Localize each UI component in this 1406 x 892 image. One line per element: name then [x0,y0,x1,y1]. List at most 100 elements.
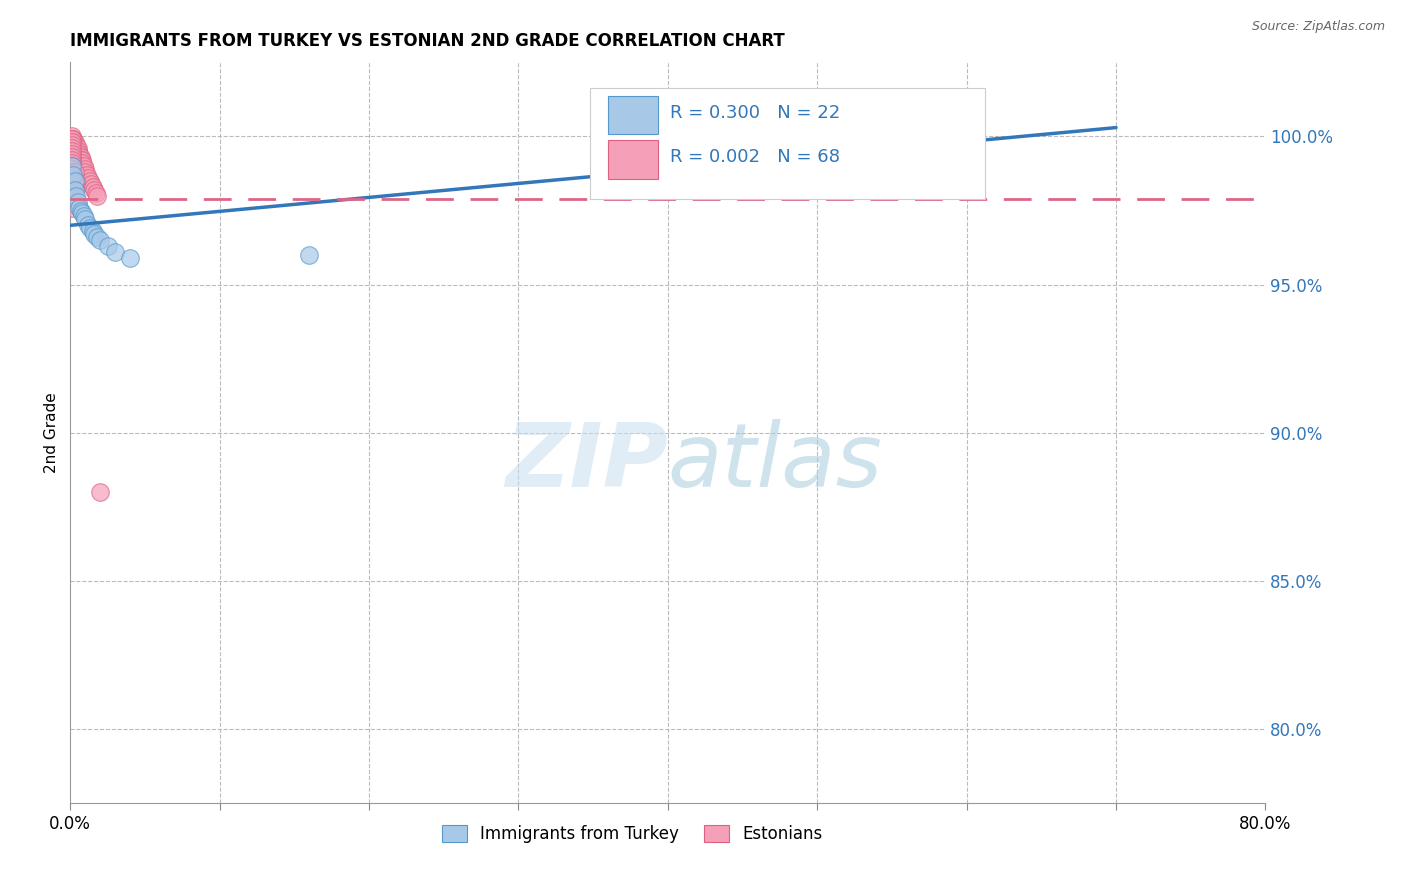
Point [60,141,83,155]
Point [60,153,83,168]
Point [63,136,86,150]
Point [60,138,83,153]
Text: ZIP: ZIP [505,418,668,506]
Point [60,186,83,200]
Point [63,183,86,197]
Point [83,227,105,242]
Point [67,147,90,161]
Point [63,165,86,179]
Point [70,206,93,220]
Point [60,147,83,161]
Point [63,141,86,155]
Point [60,162,83,177]
Point [60,177,83,191]
Point [69,150,91,164]
Point [60,201,83,215]
Point [63,183,86,197]
Point [75,165,97,179]
Text: Source: ZipAtlas.com: Source: ZipAtlas.com [1251,20,1385,33]
Point [67,201,90,215]
Legend: Immigrants from Turkey, Estonians: Immigrants from Turkey, Estonians [434,819,830,850]
Point [89,484,111,499]
Point [82,224,104,238]
Point [60,136,83,150]
Y-axis label: 2nd Grade: 2nd Grade [44,392,59,473]
Point [60,174,83,188]
Point [956,132,979,146]
Point [66,194,89,209]
Point [77,219,100,233]
Point [86,188,108,202]
Point [69,153,91,168]
Point [60,141,83,155]
Point [66,141,89,155]
Point [65,188,87,202]
Point [69,203,91,218]
Point [60,136,83,150]
Point [70,156,93,170]
Point [60,156,83,170]
Point [60,165,83,179]
Point [97,239,120,253]
Point [60,129,83,144]
Point [79,221,101,235]
Point [80,177,103,191]
Text: atlas: atlas [668,419,883,505]
Point [84,186,107,200]
Point [62,138,84,153]
Text: R = 0.002   N = 68: R = 0.002 N = 68 [671,148,841,166]
Point [60,179,83,194]
Point [60,183,83,197]
Point [63,147,86,161]
Point [60,145,83,159]
Point [67,150,90,164]
Point [60,150,83,164]
Point [62,141,84,155]
Point [65,141,87,155]
Point [62,168,84,182]
Point [62,147,84,161]
Point [60,188,83,202]
Point [60,170,83,185]
Point [82,179,104,194]
Point [60,150,83,164]
Point [60,194,83,209]
Point [89,233,111,247]
Point [62,145,84,159]
Point [65,138,87,153]
Point [60,168,83,182]
Point [60,153,83,168]
Text: IMMIGRANTS FROM TURKEY VS ESTONIAN 2ND GRADE CORRELATION CHART: IMMIGRANTS FROM TURKEY VS ESTONIAN 2ND G… [70,32,785,50]
Point [104,244,127,259]
Point [65,145,87,159]
Point [73,210,96,224]
Point [83,183,105,197]
Point [75,212,97,227]
Point [66,145,89,159]
Point [62,174,84,188]
Point [60,159,83,173]
FancyBboxPatch shape [591,88,984,200]
Point [60,145,83,159]
Point [65,174,87,188]
Point [62,179,84,194]
Point [60,147,83,161]
Point [120,251,141,265]
Point [76,168,98,182]
Point [62,136,84,150]
Point [70,153,93,168]
Point [79,174,101,188]
Point [60,159,83,173]
Point [63,174,86,188]
Point [298,248,321,262]
FancyBboxPatch shape [609,140,658,178]
Point [60,138,83,153]
Text: R = 0.300   N = 22: R = 0.300 N = 22 [671,103,841,122]
Point [86,230,108,244]
Point [73,159,96,173]
Point [77,170,100,185]
FancyBboxPatch shape [609,95,658,135]
Point [75,162,97,177]
Point [60,132,83,146]
Point [60,132,83,146]
